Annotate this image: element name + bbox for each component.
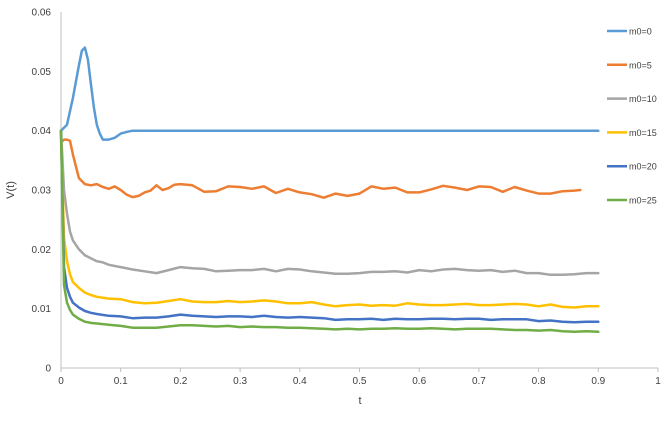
x-tick-label: 0 [58, 376, 64, 387]
legend-label: m0=20 [629, 162, 657, 172]
legend-label: m0=0 [629, 27, 652, 37]
series-lines [59, 46, 600, 334]
series-line-5 [59, 129, 600, 324]
y-tick-label: 0.03 [32, 186, 52, 197]
x-tick-label: 0.5 [353, 376, 367, 387]
x-tick-label: 0.9 [591, 376, 605, 387]
series-line-6 [59, 129, 600, 334]
y-axis-title: V(t) [5, 181, 17, 199]
x-tick-label: 0.2 [173, 376, 187, 387]
legend-label: m0=25 [629, 196, 657, 206]
series-line-1 [59, 46, 600, 141]
y-tick-label: 0.02 [32, 245, 52, 256]
x-tick-label: 1 [655, 376, 661, 387]
x-axis-title: t [358, 395, 361, 407]
y-tick-label: 0.06 [32, 8, 52, 19]
x-tick-label: 0.4 [293, 376, 307, 387]
x-tick-label: 0.6 [412, 376, 426, 387]
legend-label: m0=10 [629, 94, 657, 104]
x-tick-labels: 0 0.1 0.2 0.3 0.4 0.5 0.6 0.7 0.8 0.9 1 [58, 368, 661, 387]
y-tick-label: 0.05 [32, 67, 52, 78]
x-tick-label: 0.8 [532, 376, 546, 387]
y-tick-label: 0 [45, 364, 51, 375]
series-line-3 [59, 129, 600, 277]
x-tick-label: 0.7 [472, 376, 486, 387]
x-tick-label: 0.3 [233, 376, 247, 387]
y-tick-label: 0.04 [32, 126, 52, 137]
series-line-4 [59, 129, 600, 309]
series-line-2 [59, 138, 582, 199]
x-tick-label: 0.1 [114, 376, 128, 387]
legend-label: m0=5 [629, 60, 652, 70]
y-tick-labels: 0 0.01 0.02 0.03 0.04 0.05 0.06 [32, 8, 52, 375]
legend: m0=0 m0=5 m0=10 m0=15 m0=20 m0=25 [607, 27, 657, 206]
y-tick-label: 0.01 [32, 304, 52, 315]
legend-label: m0=15 [629, 128, 657, 138]
